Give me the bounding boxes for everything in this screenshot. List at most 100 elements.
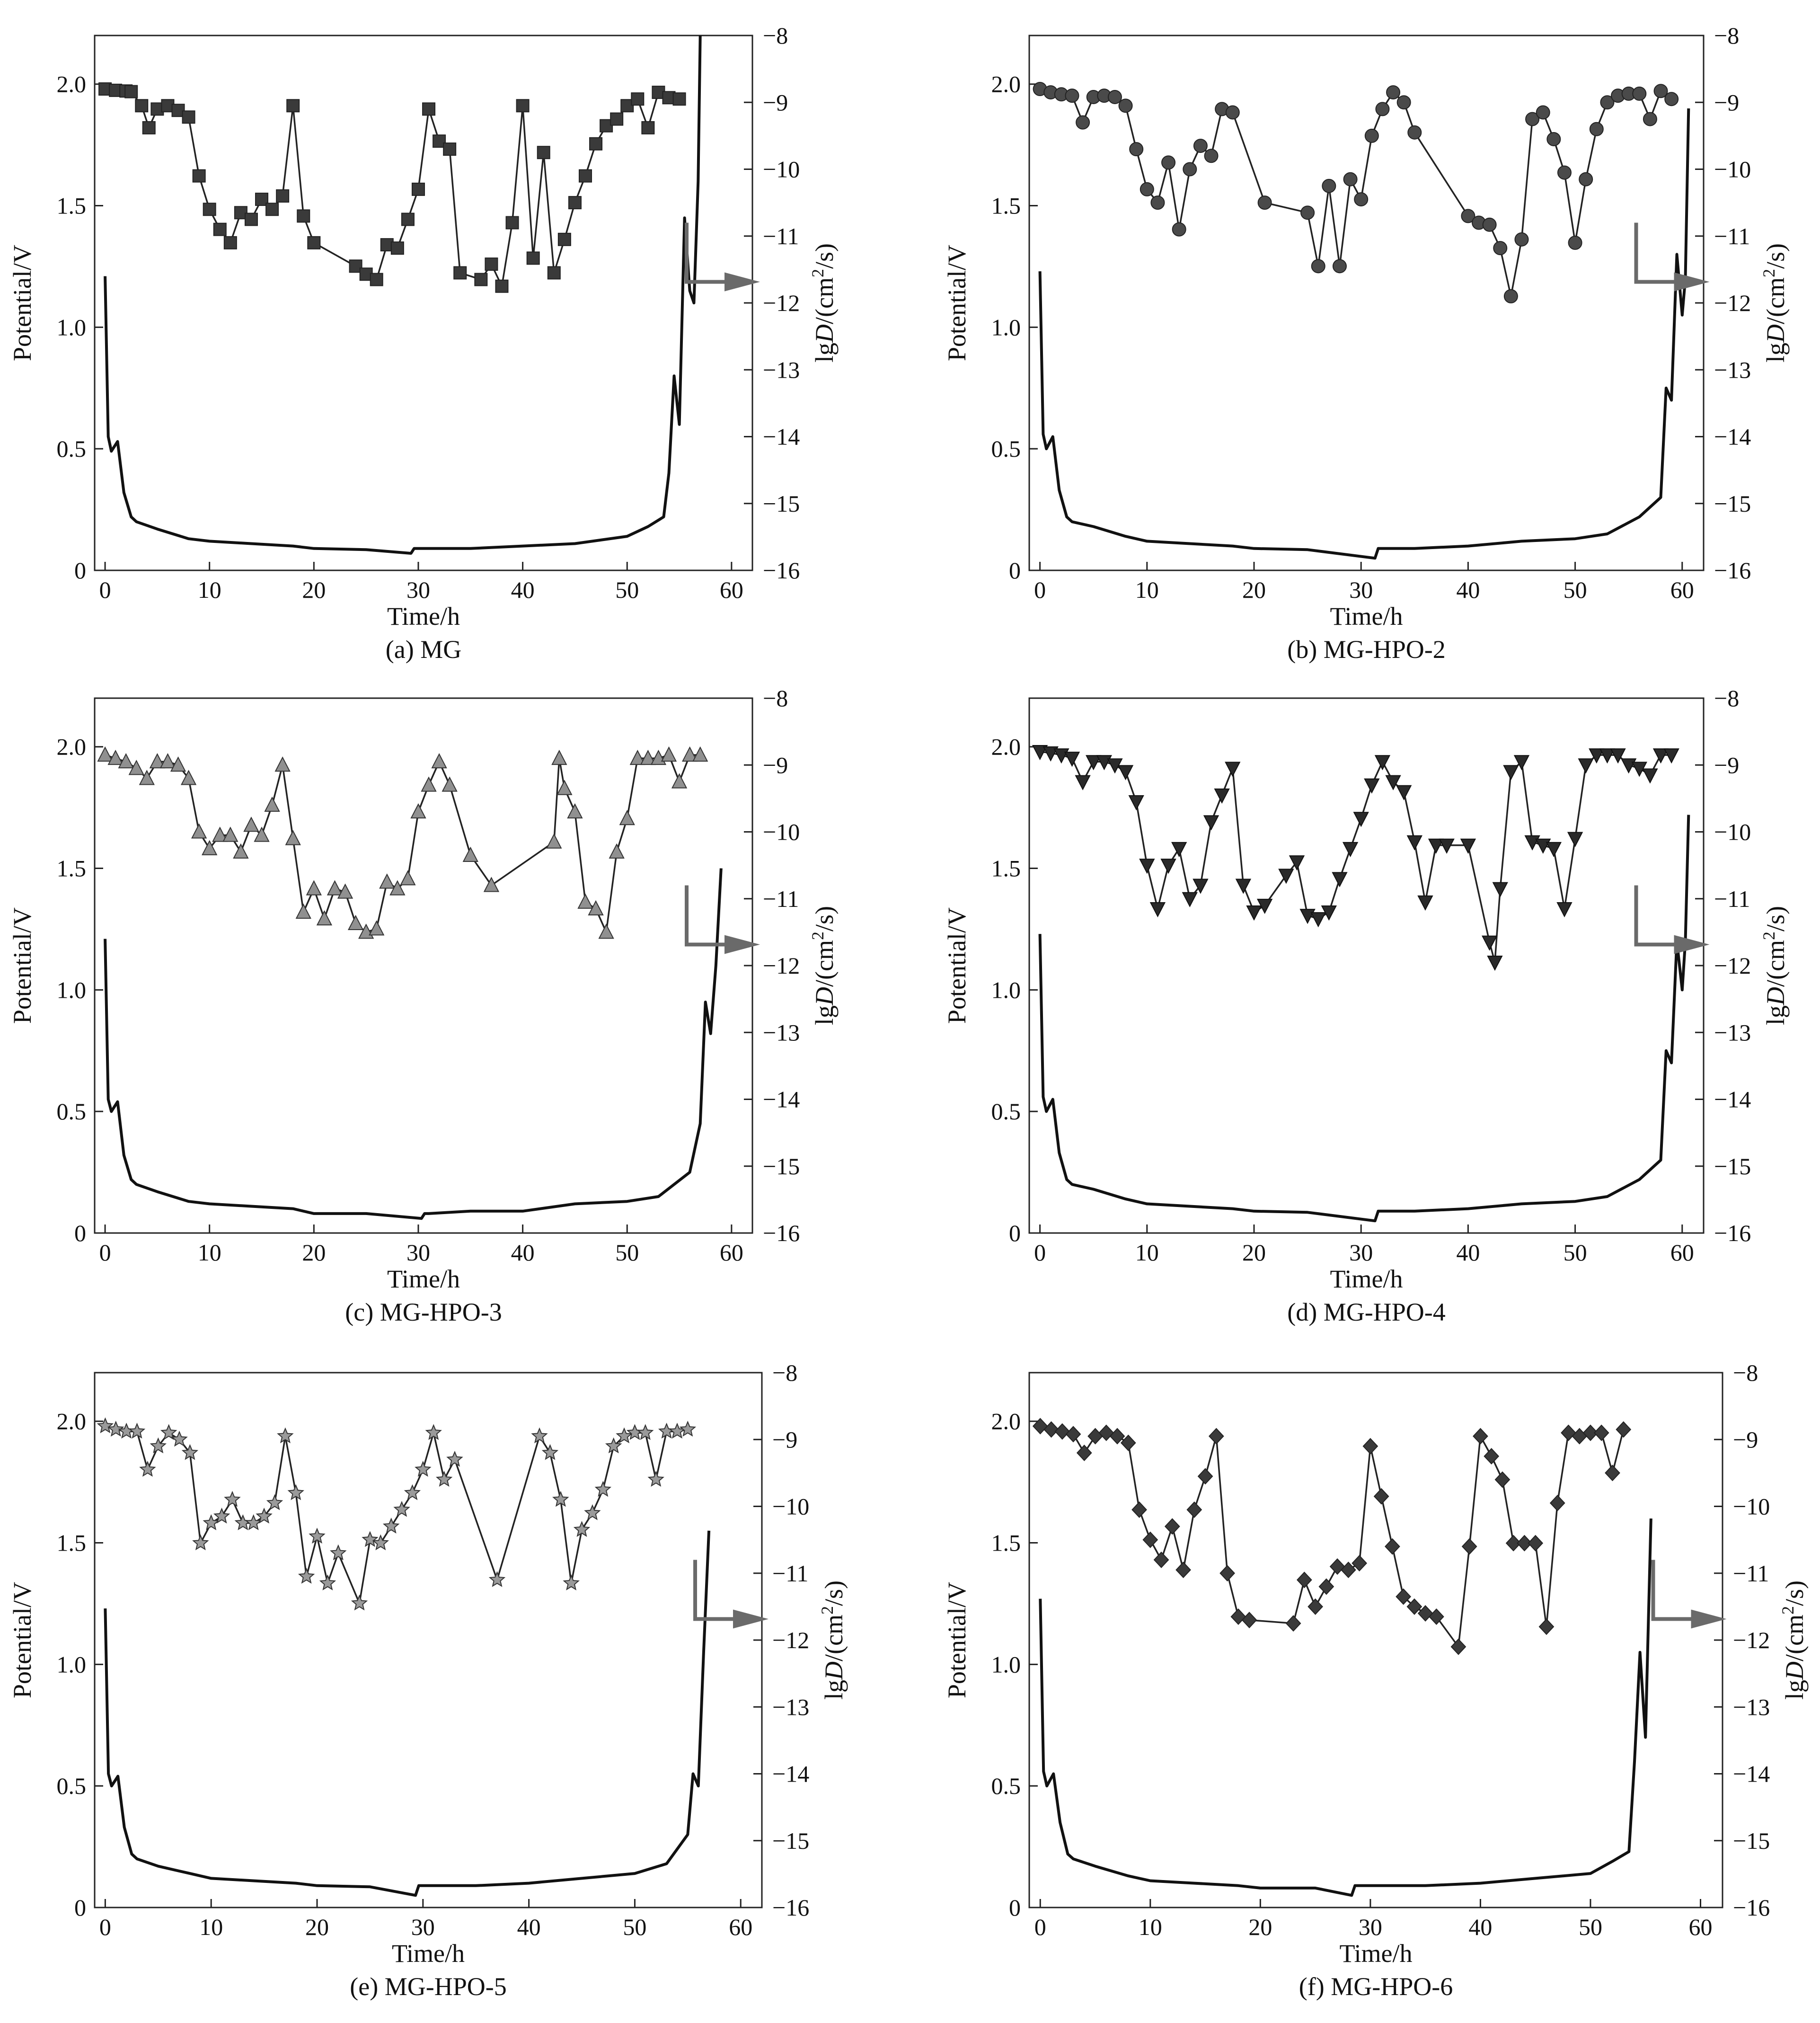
lgD-point [1186, 1501, 1202, 1518]
y-tick-label: 2.0 [991, 1408, 1021, 1435]
lgD-point [266, 1494, 283, 1510]
x-tick-label: 0 [99, 1914, 111, 1940]
lgD-point [589, 137, 603, 151]
y2-tick-label: −11 [763, 223, 799, 249]
lgD-point [1183, 162, 1197, 177]
lgD-point [1364, 128, 1379, 143]
panel-f: 0 10 20 30 40 50 60 0 0.5 1.0 1.5 2.0 −16 −15 −14 −13 −1… [943, 1359, 1809, 2001]
lgD-point [605, 1437, 622, 1454]
lgD-point [264, 796, 280, 812]
lgD-point [1120, 1434, 1136, 1451]
lgD-point [1208, 1428, 1224, 1445]
lgD-point [619, 810, 635, 825]
x-tick-label: 40 [517, 1914, 541, 1940]
y2-tick-label: −12 [763, 290, 800, 316]
lgD-point [435, 1471, 453, 1487]
x-tick-label: 60 [729, 1914, 752, 1940]
y2-tick-label: −12 [763, 952, 800, 979]
y-axis-title: Potential/V [8, 245, 36, 361]
lgD-point [1109, 1428, 1125, 1445]
lgD-point [404, 1484, 421, 1500]
lgD-point [541, 1444, 559, 1460]
lgD-point [1517, 1535, 1532, 1552]
lgD-point [1417, 1605, 1433, 1622]
lgD-point [1289, 855, 1305, 871]
lgD-point [1461, 1538, 1477, 1555]
lgD-point [1642, 768, 1658, 784]
lgD-point [298, 1568, 315, 1584]
lgD-point [1528, 1535, 1544, 1552]
lgD-point [1653, 84, 1668, 98]
lgD-point [647, 1471, 664, 1487]
y2-tick-label: −15 [763, 490, 800, 517]
lgD-point [1396, 785, 1412, 800]
y2-tick-label: −9 [1714, 752, 1739, 778]
x-tick-label: 40 [511, 577, 535, 603]
lgD-point [1139, 859, 1155, 874]
y-tick-label: 1.5 [991, 193, 1021, 219]
x-tick-label: 20 [1242, 1239, 1266, 1266]
lgD-point [681, 746, 698, 762]
y2-tick-label: −9 [1714, 89, 1739, 115]
lgD-point [1128, 795, 1144, 811]
lgD-point [640, 749, 656, 765]
y-tick-label: 1.0 [57, 1651, 87, 1677]
lgD-point [1076, 1445, 1092, 1461]
y2-tick-label: −9 [1733, 1426, 1758, 1453]
lgD-point [410, 803, 426, 819]
potential-line [1038, 815, 1690, 1223]
lgD-point [1164, 1518, 1180, 1535]
lgD-point [181, 1444, 199, 1460]
y2-tick-label: −16 [1714, 1220, 1751, 1246]
right-axis-arrow [1651, 1560, 1691, 1621]
lgD-point [1235, 878, 1252, 894]
lgD-point [1605, 1464, 1620, 1482]
lgD-point [1175, 1562, 1191, 1579]
y-tick-label: 1.5 [57, 855, 87, 882]
lgD-point [362, 1531, 379, 1547]
x-tick-label: 20 [1248, 1914, 1272, 1940]
lgD-point [1492, 882, 1508, 897]
lgD-point [97, 746, 113, 762]
y-tick-label: 2.0 [57, 71, 87, 98]
lgD-point [213, 222, 227, 236]
lgD-point [1043, 746, 1059, 762]
lgD-point [1593, 1424, 1609, 1441]
lgD-point [1087, 1428, 1103, 1445]
lgD-point [277, 1427, 294, 1444]
y-tick-label: 1.0 [991, 314, 1021, 340]
lgD-point [495, 279, 509, 293]
lgD-point [1589, 122, 1604, 136]
x-tick-label: 30 [406, 1239, 430, 1266]
x-tick-label: 10 [1135, 577, 1159, 603]
lgD-point [1140, 182, 1154, 196]
x-tick-label: 10 [198, 1239, 221, 1266]
lgD-point [1225, 105, 1240, 120]
lgD-point [1171, 842, 1187, 857]
lgD-point [551, 749, 567, 765]
right-axis-arrowhead [724, 272, 760, 292]
x-tick-label: 0 [99, 577, 111, 603]
lgD-point [1197, 1468, 1213, 1485]
x-tick-label: 30 [1349, 577, 1373, 603]
x-tick-label: 10 [199, 1914, 223, 1940]
y2-tick-label: −8 [763, 685, 788, 711]
lgD-point [234, 206, 247, 220]
lgD-point [1407, 125, 1422, 140]
x-axis-title: Time/h [387, 1265, 460, 1293]
lgD-point [1513, 755, 1530, 771]
y2-tick-label: −11 [772, 1560, 808, 1587]
y-tick-label: 0 [1009, 1220, 1021, 1246]
lgD-point [1429, 1608, 1444, 1625]
lgD-point [1556, 902, 1573, 918]
lgD-point [1142, 1531, 1158, 1548]
y2-axis-title: lgD/(cm2/s) [1759, 243, 1790, 363]
y-tick-label: 0 [1009, 557, 1021, 584]
lgD-point [446, 1451, 463, 1467]
lgD-point [245, 1514, 262, 1530]
lgD-point [1493, 241, 1508, 256]
lgD-point [171, 1430, 188, 1447]
right-axis-arrowhead [1674, 272, 1710, 292]
lgD-point [671, 773, 688, 789]
